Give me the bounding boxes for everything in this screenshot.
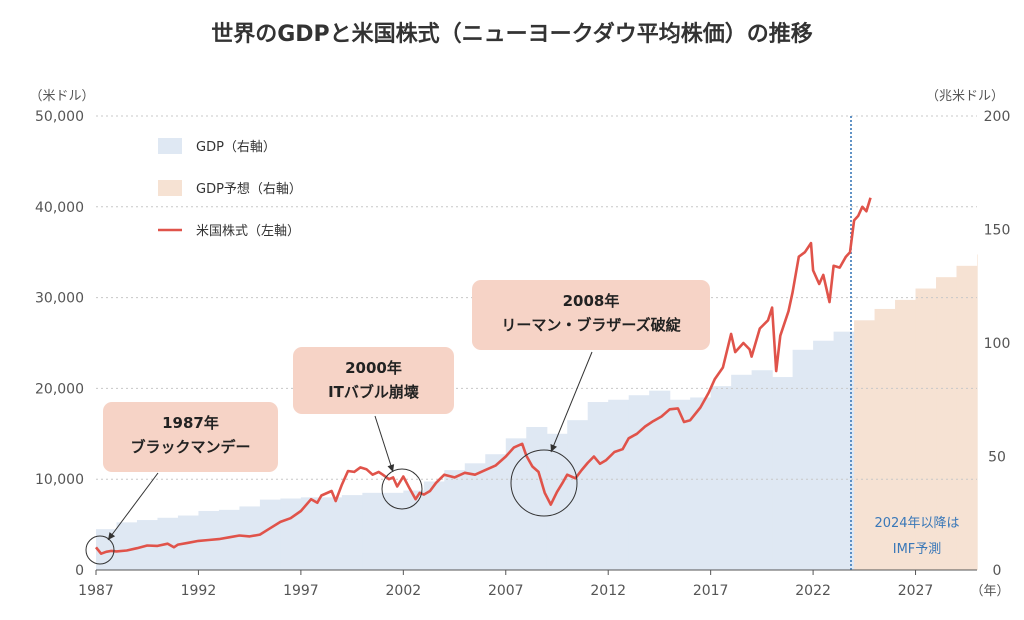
- annotation-text: ブラックマンデー: [130, 438, 250, 456]
- annotation-box: [103, 402, 278, 472]
- gdp-bar: [485, 454, 507, 570]
- left-tick-label: 0: [75, 563, 84, 579]
- axes: 0 10,000 20,000 30,000 40,000 50,000 0 50 100 150…: [29, 89, 1010, 599]
- annotation-circle: [510, 449, 578, 517]
- right-tick-label: 200: [984, 109, 1011, 125]
- x-tick-label: 2007: [488, 583, 524, 599]
- annotation-arrow: [107, 472, 159, 541]
- right-tick-label: 50: [988, 450, 1006, 466]
- gdp-bar: [239, 506, 261, 570]
- annotation-box: [293, 347, 454, 414]
- gdp-bar: [464, 463, 486, 570]
- annotation-text: リーマン・ブラザーズ破綻: [501, 316, 681, 334]
- gdp-bar: [833, 331, 855, 570]
- left-tick-label: 40,000: [35, 200, 84, 216]
- left-axis-unit: （米ドル）: [29, 89, 94, 104]
- forecast-note-text: 2024年以降は: [874, 516, 959, 531]
- gdp-bar: [731, 374, 753, 570]
- gdp-bar: [444, 470, 466, 570]
- annotation-arrowhead: [550, 444, 557, 452]
- gdp-bar: [96, 529, 118, 570]
- forecast-note-text: IMF予測: [893, 542, 942, 557]
- x-tick-label: 2012: [590, 583, 626, 599]
- gdp-forecast-bar: [854, 320, 876, 570]
- gdp-area-layer: [96, 254, 978, 570]
- x-tick-label: 1992: [181, 583, 217, 599]
- legend-swatch-gdp: [158, 138, 182, 154]
- gdp-bar: [280, 498, 302, 570]
- gdp-bar: [423, 481, 445, 570]
- gdp-bar: [690, 397, 712, 570]
- annotation-circle: [381, 468, 423, 510]
- left-tick-label: 50,000: [35, 109, 84, 125]
- gdp-bar: [751, 370, 773, 570]
- gdp-forecast-bar: [956, 265, 978, 570]
- annotation-text: ITバブル崩壊: [328, 383, 419, 401]
- right-tick-label: 100: [984, 336, 1011, 352]
- annotation-arrow: [374, 415, 394, 473]
- gdp-bar: [526, 426, 548, 570]
- left-tick-label: 10,000: [35, 472, 84, 488]
- legend-label: GDP（右軸）: [196, 140, 276, 155]
- x-tick-label: 2017: [693, 583, 729, 599]
- annotation-text: 2008年: [563, 292, 620, 310]
- gdp-bar: [505, 438, 527, 570]
- gdp-forecast-bar: [936, 277, 958, 570]
- annotation-box: [472, 280, 710, 350]
- gdp-bar: [218, 509, 241, 570]
- left-tick-label: 30,000: [35, 291, 84, 307]
- right-tick-label: 150: [984, 223, 1011, 239]
- legend-label: 米国株式（左軸）: [196, 224, 300, 239]
- gdp-bar: [546, 433, 568, 570]
- gdp-bar: [403, 490, 425, 570]
- x-tick-label: 2027: [898, 583, 934, 599]
- left-tick-label: 20,000: [35, 381, 84, 397]
- forecast-divider-layer: 2024年以降は IMF予測: [850, 116, 960, 570]
- annotation-arrowhead: [387, 464, 395, 472]
- gdp-bar: [567, 420, 589, 570]
- gdp-bar: [300, 497, 322, 570]
- x-tick-label: 1987: [78, 583, 114, 599]
- gdp-bar: [321, 497, 343, 570]
- gdp-bar: [792, 349, 814, 570]
- x-tick-label: 2002: [386, 583, 422, 599]
- gdp-bar: [628, 395, 650, 570]
- right-axis-unit: （兆米ドル）: [926, 89, 1004, 104]
- gdp-bar: [710, 386, 732, 570]
- gdp-bar: [341, 495, 363, 570]
- annotation-arrowhead: [108, 532, 116, 540]
- gdp-bar: [382, 492, 404, 570]
- gdp-forecast-bar: [874, 308, 896, 570]
- gdp-bar: [259, 499, 281, 570]
- legend-swatch-gdp-forecast: [158, 180, 182, 196]
- gdp-bar: [772, 377, 794, 570]
- gdp-forecast-bar: [895, 299, 917, 570]
- gdp-bar: [813, 340, 835, 570]
- x-tick-label: 2022: [795, 583, 831, 599]
- gdp-bar: [608, 399, 630, 570]
- annotation-circle: [85, 535, 115, 565]
- gdp-bar: [116, 522, 138, 570]
- annotation-arrow: [550, 351, 593, 453]
- gdp-bar: [669, 399, 691, 570]
- annotation-text: 1987年: [162, 414, 219, 432]
- gdp-bar: [649, 390, 671, 570]
- annotation-text: 2000年: [345, 359, 402, 377]
- x-tick-label: 1997: [283, 583, 319, 599]
- legend: GDP（右軸） GDP予想（右軸） 米国株式（左軸）: [158, 138, 302, 239]
- legend-label: GDP予想（右軸）: [196, 181, 302, 197]
- right-tick-label: 0: [993, 563, 1002, 579]
- gdp-bar: [362, 492, 384, 570]
- x-axis-unit: （年）: [970, 584, 1009, 599]
- gdp-bar: [587, 402, 609, 570]
- chart-title: 世界のGDPと米国株式（ニューヨークダウ平均株価）の推移: [211, 22, 813, 47]
- gdp-forecast-bar: [915, 288, 937, 570]
- gdp-forecast-bar: [977, 254, 978, 570]
